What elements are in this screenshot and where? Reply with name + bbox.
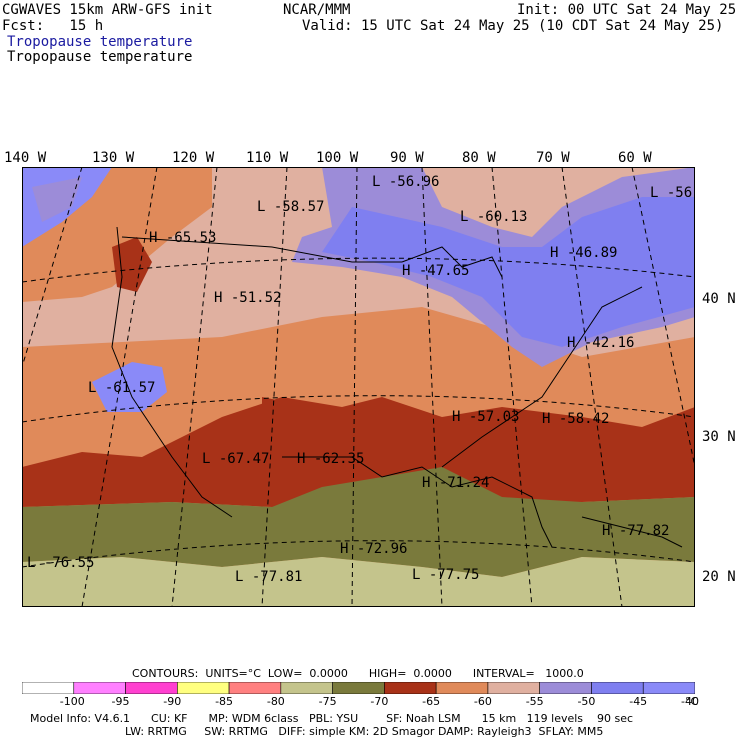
- map-label: L -77.81: [235, 569, 302, 585]
- colorbar-tick-label: -50: [577, 695, 596, 708]
- map-label: L -76.55: [27, 555, 94, 571]
- tropopause-temperature-map: L -56.96 L -58.57 L -60.13 L -56.6 H -65…: [22, 167, 695, 607]
- lon-label: 100 W: [316, 150, 359, 166]
- lon-label: 90 W: [390, 150, 424, 166]
- colorbar-tick-label: -80: [266, 695, 285, 708]
- map-label: H -71.24: [422, 475, 489, 491]
- organization: NCAR/MMM: [283, 2, 351, 18]
- map-label: L -77.75: [412, 567, 479, 583]
- map-label: L -58.57: [257, 199, 324, 215]
- map-label: H -72.96: [340, 541, 407, 557]
- colorbar-unit: °C: [685, 695, 699, 708]
- colorbar-swatch: [280, 682, 333, 694]
- colorbar-swatch: [332, 682, 385, 694]
- map-label: H -51.52: [214, 290, 281, 306]
- colorbar-tick-label: -95: [111, 695, 130, 708]
- map-label: H -42.16: [567, 335, 634, 351]
- lat-label: 40 N: [702, 291, 736, 307]
- map-label: H -58.42: [542, 411, 609, 427]
- colorbar-swatch: [384, 682, 437, 694]
- colorbar-swatch: [125, 682, 178, 694]
- colorbar-tick-label: -45: [629, 695, 648, 708]
- colorbar-swatch: [73, 682, 126, 694]
- lon-label: 140 W: [4, 150, 47, 166]
- map-label: L -56.96: [372, 174, 439, 190]
- colorbar-tick-label: -70: [370, 695, 389, 708]
- colorbar-tick-label: -75: [318, 695, 337, 708]
- contours-info: CONTOURS: UNITS=°C LOW= 0.0000 HIGH= 0.0…: [132, 667, 584, 680]
- colorbar-swatch: [642, 682, 695, 694]
- lon-label: 110 W: [246, 150, 289, 166]
- colorbar-swatch: [22, 682, 75, 694]
- map-label: L -56.6: [650, 185, 695, 201]
- valid-time: Valid: 15 UTC Sat 24 May 25 (10 CDT Sat …: [302, 18, 724, 34]
- colorbar-swatch: [435, 682, 489, 694]
- colorbar-tick-label: -65: [422, 695, 441, 708]
- map-label: H -46.89: [550, 245, 617, 261]
- physics-info: LW: RRTMG SW: RRTMG DIFF: simple KM: 2D …: [125, 725, 604, 738]
- colorbar-swatch: [487, 682, 540, 694]
- colorbar: [22, 682, 695, 694]
- colorbar-tick-label: -90: [163, 695, 182, 708]
- map-label: H -77.82: [602, 523, 669, 539]
- lat-label: 20 N: [702, 569, 736, 585]
- map-label: L -61.57: [88, 380, 155, 396]
- field-title-secondary: Tropopause temperature: [7, 49, 193, 65]
- map-label: L -60.13: [460, 209, 527, 225]
- lon-label: 120 W: [172, 150, 215, 166]
- lon-label: 80 W: [462, 150, 496, 166]
- colorbar-tick-label: -100: [59, 695, 85, 708]
- init-time: Init: 00 UTC Sat 24 May 25: [517, 2, 737, 18]
- colorbar-swatch: [591, 682, 644, 694]
- lon-label: 60 W: [618, 150, 652, 166]
- colorbar-tick-label: -60: [473, 695, 492, 708]
- colorbar-tick-label: -40: [681, 695, 699, 708]
- lat-label: 30 N: [702, 429, 736, 445]
- field-title-primary: Tropopause temperature: [7, 34, 193, 50]
- map-label: H -62.35: [297, 451, 364, 467]
- map-label: H -57.03: [452, 409, 519, 425]
- lon-label: 70 W: [536, 150, 570, 166]
- colorbar-tick-label: -55: [525, 695, 544, 708]
- colorbar-swatch: [228, 682, 282, 694]
- lon-label: 130 W: [92, 150, 135, 166]
- map-label: H -47.65: [402, 263, 469, 279]
- colorbar-swatch: [539, 682, 592, 694]
- colorbar-tick-label: -85: [215, 695, 234, 708]
- map-label: L -67.47: [202, 451, 269, 467]
- map-label: H -65.53: [149, 230, 216, 246]
- model-info: Model Info: V4.6.1 CU: KF MP: WDM 6class…: [30, 712, 634, 725]
- forecast-hour: Fcst: 15 h: [2, 18, 104, 34]
- colorbar-swatch: [177, 682, 230, 694]
- model-title: CGWAVES 15km ARW-GFS init: [2, 2, 213, 18]
